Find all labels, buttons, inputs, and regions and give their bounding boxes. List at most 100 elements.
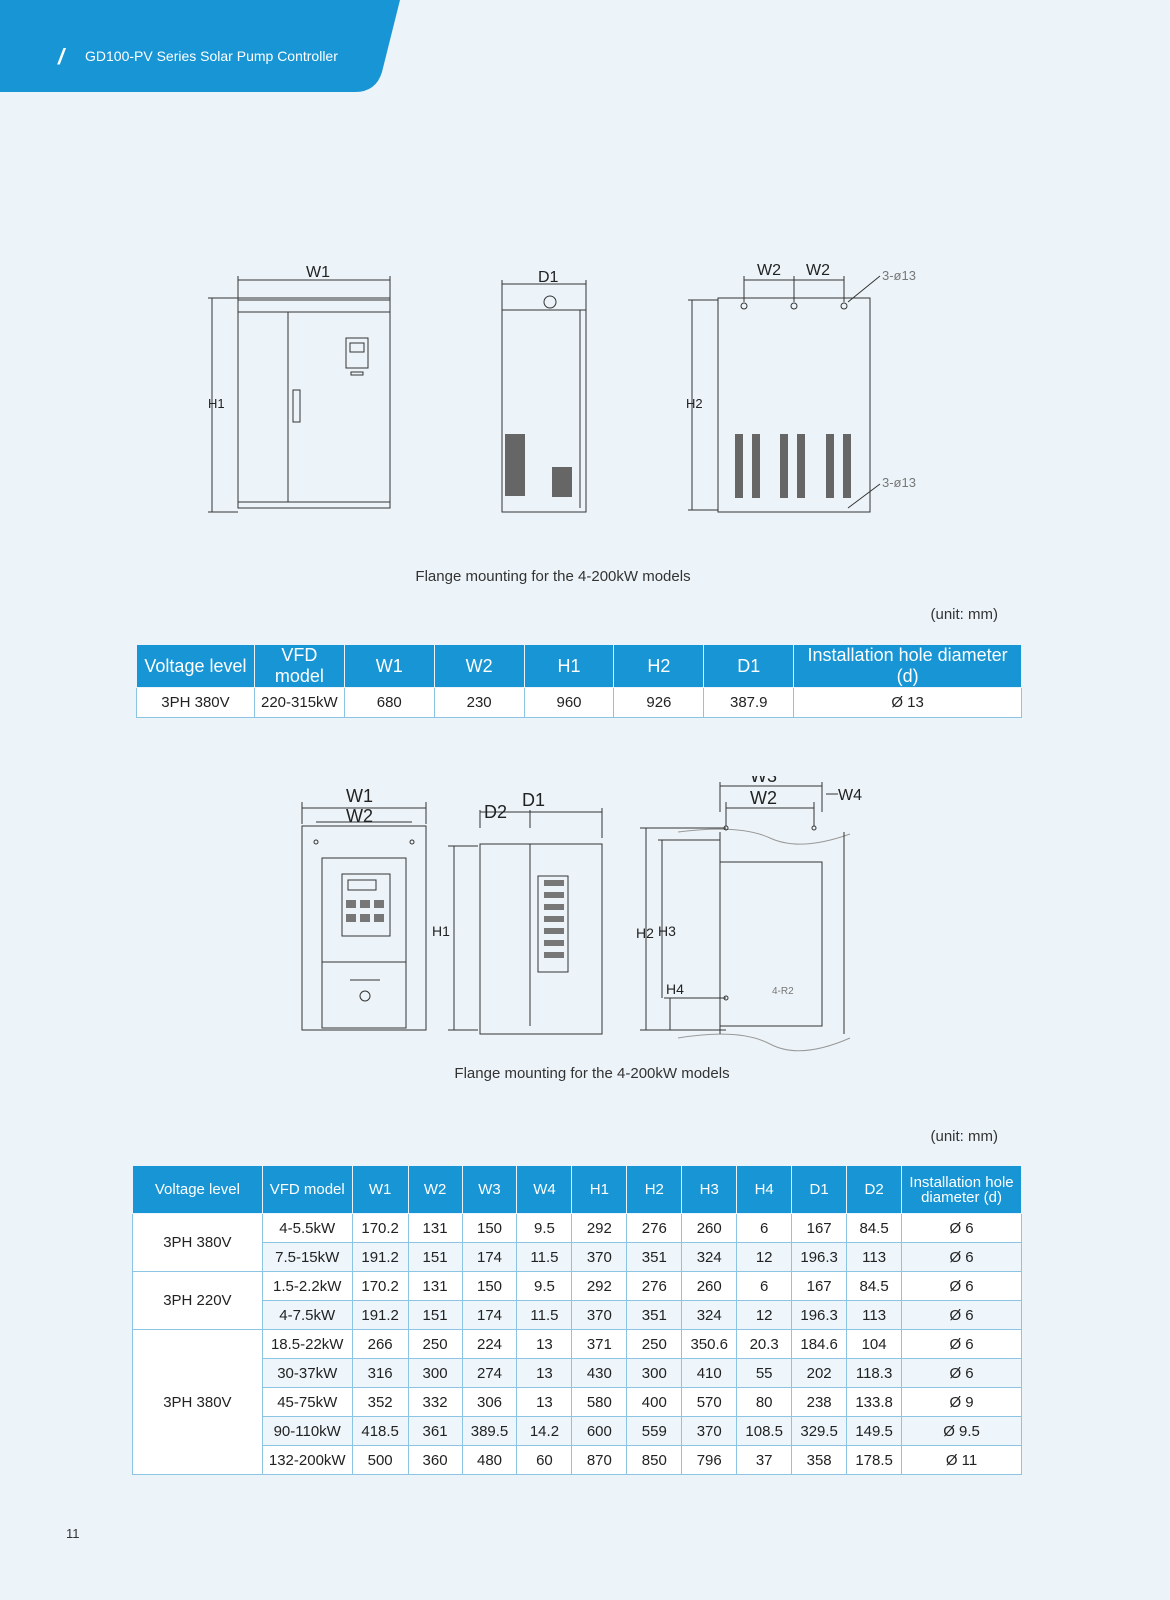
table2-cell: 870: [571, 1445, 628, 1475]
label-h3: H3: [658, 923, 676, 939]
label-w2-right: W2: [806, 262, 830, 279]
label-w3: W3: [750, 776, 777, 786]
table2-cell: 316: [351, 1358, 409, 1388]
voltage-level-cell: 3PH 380V: [132, 1213, 263, 1272]
table2-cell: 174: [461, 1242, 518, 1272]
voltage-level-cell: 3PH 220V: [132, 1271, 263, 1330]
table1-cell: 230: [433, 687, 525, 718]
table2-cell: 580: [571, 1387, 628, 1417]
table2-cell: Ø 6: [901, 1242, 1022, 1272]
table2-cell: 276: [626, 1271, 683, 1301]
table2-cell: 260: [681, 1213, 738, 1243]
unit-label-2: (unit: mm): [930, 1128, 999, 1145]
voltage-level-cell: 3PH 380V: [132, 1329, 263, 1475]
table1-cell: Ø 13: [793, 687, 1022, 718]
table2-cell: 352: [351, 1387, 409, 1417]
table2-header: H4: [736, 1165, 793, 1214]
table2-cell: 20.3: [736, 1329, 793, 1359]
table2-cell: 6: [736, 1213, 793, 1243]
table2-cell: 6: [736, 1271, 793, 1301]
table2-cell: 108.5: [736, 1416, 793, 1446]
table2-cell: 250: [626, 1329, 683, 1359]
table2-cell: 12: [736, 1300, 793, 1330]
table2-cell: Ø 11: [901, 1445, 1022, 1475]
table2-cell: 389.5: [461, 1416, 518, 1446]
table2-cell: 37: [736, 1445, 793, 1475]
table2-cell: 90-110kW: [261, 1416, 353, 1446]
table2-body: 3PH 380V 4-5.5kW 170.2 131 150 9.5 292 276 260 6 1…: [132, 1213, 1022, 1475]
table2-cell: 150: [461, 1271, 518, 1301]
table2-cell: 9.5: [516, 1213, 573, 1243]
table2-cell: 410: [681, 1358, 738, 1388]
table1-cell: 220-315kW: [253, 687, 345, 718]
table2-cell: 250: [407, 1329, 463, 1359]
label-h1: H1: [432, 923, 450, 939]
table2-cell: 14.2: [516, 1416, 573, 1446]
label-radius: 4-R2: [772, 986, 794, 997]
table2-cell: 324: [681, 1242, 738, 1272]
table2-cell: 371: [571, 1329, 628, 1359]
table2-cell: 13: [516, 1329, 573, 1359]
table2-cell: 329.5: [791, 1416, 848, 1446]
table2-header: D1: [791, 1165, 848, 1214]
table2-cell: 45-75kW: [261, 1387, 353, 1417]
table2-cell: 131: [407, 1271, 463, 1301]
table2-cell: 84.5: [846, 1213, 903, 1243]
table2-header: Installation hole diameter (d): [901, 1165, 1022, 1214]
table2-cell: 850: [626, 1445, 683, 1475]
label-h4: H4: [666, 981, 684, 997]
table2-cell: 1.5-2.2kW: [261, 1271, 353, 1301]
table2-cell: 55: [736, 1358, 793, 1388]
table1-header: D1: [703, 644, 795, 688]
table2-cell: 196.3: [791, 1242, 848, 1272]
label-w2: W2: [346, 806, 373, 826]
table1-header: W1: [343, 644, 435, 688]
table2-cell: 151: [407, 1300, 463, 1330]
table2-header: VFD model: [261, 1165, 353, 1214]
table2-cell: Ø 6: [901, 1329, 1022, 1359]
table2-cell: Ø 6: [901, 1271, 1022, 1301]
table2-cell: 191.2: [351, 1300, 409, 1330]
table2-cell: 80: [736, 1387, 793, 1417]
table-row: 4-7.5kW 191.2 151 174 11.5 370 351 324 12 196.3 11…: [133, 1300, 1022, 1330]
table2-cell: 570: [681, 1387, 738, 1417]
table2-header: Voltage level: [132, 1165, 263, 1214]
table2-cell: 370: [571, 1300, 628, 1330]
table1-cell: 960: [523, 687, 615, 718]
table2-cell: 184.6: [791, 1329, 848, 1359]
table2-cell: 276: [626, 1213, 683, 1243]
table-row: 30-37kW 316 300 274 13 430 300 410 55 202 118.3 Ø 6: [133, 1358, 1022, 1388]
label-w2-right: W2: [750, 788, 777, 808]
table-row: 3PH 220V 1.5-2.2kW 170.2 131 150 9.5 292 276 260…: [132, 1271, 1022, 1330]
label-w2-left: W2: [757, 262, 781, 279]
table2-cell: 202: [791, 1358, 848, 1388]
dimension-drawing-large: W1 H1 D1 H2 W2 W2 3-ø13 3-ø13: [208, 262, 916, 513]
header-title: GD100-PV Series Solar Pump Controller: [85, 48, 338, 64]
table2-header: W2: [407, 1165, 463, 1214]
label-h1: H1: [208, 396, 225, 411]
table2-cell: 113: [846, 1300, 903, 1330]
table2-cell: 559: [626, 1416, 683, 1446]
table2-cell: 370: [571, 1242, 628, 1272]
label-w1: W1: [306, 264, 330, 281]
label-d1: D1: [522, 790, 545, 810]
table1-header: VFD model: [253, 644, 345, 688]
label-hole-bottom: 3-ø13: [882, 475, 916, 490]
label-hole-top: 3-ø13: [882, 268, 916, 283]
table2-cell: 149.5: [846, 1416, 903, 1446]
table-row: 132-200kW 500 360 480 60 870 850 796 37 358 178.5 Ø…: [133, 1445, 1022, 1475]
table2-cell: 170.2: [351, 1213, 409, 1243]
table2-cell: 60: [516, 1445, 573, 1475]
table-row: 90-110kW 418.5 361 389.5 14.2 600 559 370 108.5 3…: [133, 1416, 1022, 1446]
table2-cell: 167: [791, 1213, 848, 1243]
table2-cell: 600: [571, 1416, 628, 1446]
table2-cell: 196.3: [791, 1300, 848, 1330]
table2-cell: 480: [461, 1445, 518, 1475]
table1-header: W2: [433, 644, 525, 688]
table2-cell: 306: [461, 1387, 518, 1417]
table2-cell: 300: [407, 1358, 463, 1388]
table2-cell: 400: [626, 1387, 683, 1417]
table2-cell: 358: [791, 1445, 848, 1475]
table2-cell: 360: [407, 1445, 463, 1475]
table2-cell: 30-37kW: [261, 1358, 353, 1388]
